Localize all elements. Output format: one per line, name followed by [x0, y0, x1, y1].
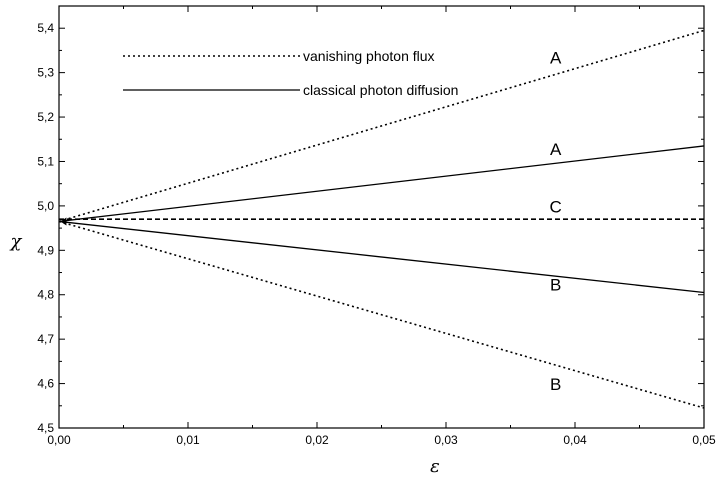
- series-line-a-solid: [58, 145, 705, 223]
- legend-entry-label: classical photon diffusion: [303, 82, 458, 98]
- y-tick-label: 5,4: [37, 21, 54, 35]
- y-tick-label: 4,8: [37, 288, 54, 302]
- series-line-b-solid: [58, 220, 705, 294]
- origin-marker: [60, 217, 67, 226]
- x-tick-label: 0,04: [563, 433, 587, 447]
- series-label-b: B: [550, 275, 561, 294]
- plot-frame: [58, 5, 705, 429]
- x-tick-label: 0,00: [47, 433, 71, 447]
- x-tick-label: 0,02: [305, 433, 329, 447]
- y-tick-label: 5,2: [37, 110, 54, 124]
- y-axis-label: χ: [9, 231, 23, 252]
- y-tick-label: 4,7: [37, 332, 54, 346]
- axis-ticks: 0,00 0,01 0,02 0,03 0,04 0,05 4,5 4,6 4,7 4,8 4,9 5…: [37, 5, 716, 447]
- x-axis-label: ε: [430, 456, 440, 477]
- x-tick-label: 0,01: [176, 433, 200, 447]
- y-tick-label: 4,6: [37, 377, 54, 391]
- x-tick-label: 0,03: [434, 433, 458, 447]
- y-tick-label: 5,3: [37, 66, 54, 80]
- y-tick-label: 5,0: [37, 199, 54, 213]
- series-label-a: A: [550, 49, 562, 68]
- series-lines: [58, 29, 705, 409]
- series-label-c: C: [550, 198, 562, 217]
- series-label-b: B: [550, 375, 561, 394]
- y-tick-label: 4,5: [37, 421, 54, 435]
- plot-axes: [58, 5, 705, 429]
- y-tick-label: 5,1: [37, 154, 54, 168]
- series-labels: A A C B B: [550, 49, 562, 394]
- legend: vanishing photon flux classical photon di…: [123, 48, 458, 98]
- legend-entry-label: vanishing photon flux: [303, 48, 435, 64]
- series-line-b-dotted: [58, 220, 705, 409]
- x-tick-label: 0,05: [692, 433, 716, 447]
- series-line-a-dotted: [58, 29, 705, 223]
- series-label-a: A: [550, 140, 562, 159]
- y-tick-label: 4,9: [37, 243, 54, 257]
